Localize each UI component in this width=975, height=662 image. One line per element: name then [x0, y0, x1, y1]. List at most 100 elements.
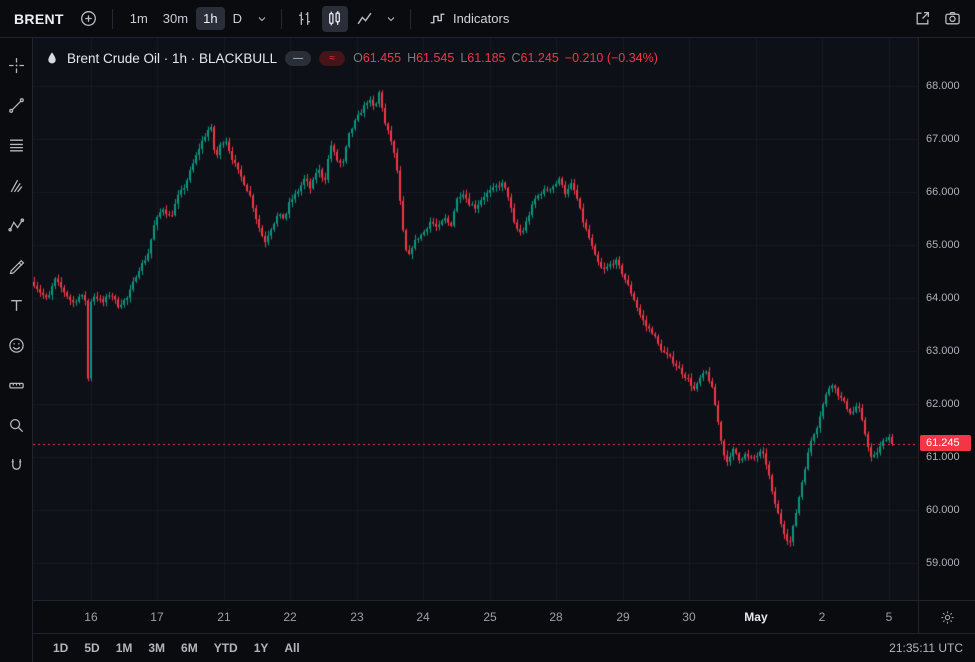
tool-crosshair[interactable]	[3, 52, 29, 78]
time-tick: 25	[483, 610, 497, 624]
price-tick: 62.000	[926, 397, 960, 410]
time-tick: 30	[682, 610, 696, 624]
interval-1m[interactable]: 1m	[123, 7, 155, 30]
oil-drop-icon	[48, 52, 56, 64]
magnifier-icon	[9, 418, 23, 432]
chevron-down-icon	[387, 16, 395, 21]
plus-circle-icon	[81, 11, 97, 26]
high-value: 61.545	[416, 51, 455, 65]
change-value: −0.210 (−0.34%)	[564, 51, 658, 65]
range-buttons: 1D 5D 1M 3M 6M YTD 1Y All	[47, 638, 306, 658]
last-price-label: 61.245	[920, 434, 971, 451]
camera-icon	[944, 12, 960, 25]
tool-pitchfork[interactable]	[3, 172, 29, 198]
magnet-icon	[11, 458, 21, 470]
price-tick: 60.000	[926, 503, 960, 516]
series-title[interactable]: Brent Crude Oil · 1h · BLACKBULL	[67, 50, 278, 66]
time-tick: 23	[350, 610, 364, 624]
share-button[interactable]	[909, 6, 935, 32]
interval-30m[interactable]: 30m	[156, 7, 195, 30]
time-axis-labels: 16 17 21 22 23 24 25 28 29 30 May 2 5	[33, 601, 918, 633]
text-tool-icon	[10, 299, 22, 311]
range-all[interactable]: All	[278, 638, 305, 658]
low-label: L	[460, 51, 468, 65]
ohlc-bars-icon	[299, 12, 311, 25]
interval-dropdown-button[interactable]	[253, 6, 271, 32]
price-tick: 63.000	[926, 344, 960, 357]
crosshair-icon	[8, 57, 24, 73]
ruler-icon	[8, 382, 24, 388]
tool-magnet[interactable]	[3, 452, 29, 478]
time-tick: 5	[885, 610, 893, 624]
drawing-toolbar	[0, 38, 33, 662]
indicators-icon	[430, 13, 445, 24]
time-tick: 21	[217, 610, 231, 624]
price-tick: 64.000	[926, 291, 960, 304]
legend-minimize-button[interactable]: —	[285, 50, 312, 66]
tool-text[interactable]	[3, 292, 29, 318]
time-tick: May	[744, 610, 768, 624]
style-dropdown-button[interactable]	[382, 6, 400, 32]
close-value: 61.245	[520, 51, 559, 65]
tool-emoji[interactable]	[3, 332, 29, 358]
candlesticks-icon	[329, 11, 341, 26]
interval-1h[interactable]: 1h	[196, 7, 225, 30]
trend-line-icon	[8, 97, 24, 113]
chart-legend: Brent Crude Oil · 1h · BLACKBULL — ≈ O61…	[45, 50, 658, 66]
compare-add-button[interactable]	[76, 6, 102, 32]
toolbar-separator	[280, 8, 282, 29]
tool-pattern[interactable]	[3, 212, 29, 238]
top-toolbar: BRENT 1m 30m 1h D	[0, 0, 975, 38]
tool-trend-line[interactable]	[3, 92, 29, 118]
price-tick: 68.000	[926, 79, 960, 92]
range-ytd[interactable]: YTD	[208, 638, 244, 658]
range-1d[interactable]: 1D	[47, 638, 74, 658]
time-tick: 22	[283, 610, 297, 624]
utc-clock[interactable]: 21:35:11 UTC	[889, 641, 963, 655]
line-chart-icon	[358, 12, 372, 25]
high-label: H	[407, 51, 417, 65]
gear-icon	[940, 610, 954, 624]
open-label: O	[353, 51, 363, 65]
range-1m[interactable]: 1M	[110, 638, 139, 658]
legend-status-button[interactable]: ≈	[319, 50, 346, 66]
open-value: 61.455	[362, 51, 402, 65]
axis-settings-corner[interactable]	[918, 601, 975, 633]
bar-style-button[interactable]	[292, 6, 318, 32]
interval-buttons: 1m 30m 1h D	[123, 7, 249, 30]
line-style-button[interactable]	[352, 6, 378, 32]
indicators-button[interactable]: Indicators	[421, 6, 517, 31]
time-tick: 28	[549, 610, 563, 624]
toolbar-separator	[111, 8, 113, 29]
fib-retracement-icon	[9, 139, 23, 151]
chart-plot[interactable]: Brent Crude Oil · 1h · BLACKBULL — ≈ O61…	[33, 38, 918, 600]
chart-center: Brent Crude Oil · 1h · BLACKBULL — ≈ O61…	[33, 38, 975, 662]
interval-D[interactable]: D	[226, 7, 249, 30]
range-3m[interactable]: 3M	[142, 638, 171, 658]
price-axis[interactable]: 61.245 68.000 67.000 66.000 65.000 64.000 63.…	[918, 38, 975, 600]
main-area: Brent Crude Oil · 1h · BLACKBULL — ≈ O61…	[0, 38, 975, 662]
range-5d[interactable]: 5D	[78, 638, 105, 658]
tool-zoom[interactable]	[3, 412, 29, 438]
range-1y[interactable]: 1Y	[248, 638, 275, 658]
time-tick: 24	[416, 610, 430, 624]
price-chart-canvas[interactable]	[33, 38, 918, 600]
tool-fib-retracement[interactable]	[3, 132, 29, 158]
screenshot-button[interactable]	[939, 6, 965, 32]
chart-row: Brent Crude Oil · 1h · BLACKBULL — ≈ O61…	[33, 38, 975, 600]
time-tick: 2	[818, 610, 826, 624]
candles-style-button[interactable]	[321, 5, 348, 32]
range-6m[interactable]: 6M	[175, 638, 204, 658]
tool-measure[interactable]	[3, 372, 29, 398]
price-tick: 61.000	[926, 450, 960, 463]
symbol-name[interactable]: BRENT	[14, 10, 64, 27]
toolbar-left-group: BRENT 1m 30m 1h D	[10, 5, 517, 32]
time-axis[interactable]: 16 17 21 22 23 24 25 28 29 30 May 2 5	[33, 600, 975, 633]
time-tick: 29	[616, 610, 630, 624]
external-link-icon	[916, 12, 929, 25]
tool-brush[interactable]	[3, 252, 29, 278]
ohlc-values: O61.455 H61.545 L61.185 C61.245 −0.210 (…	[353, 51, 658, 65]
time-tick: 17	[150, 610, 164, 624]
low-value: 61.185	[467, 51, 506, 65]
